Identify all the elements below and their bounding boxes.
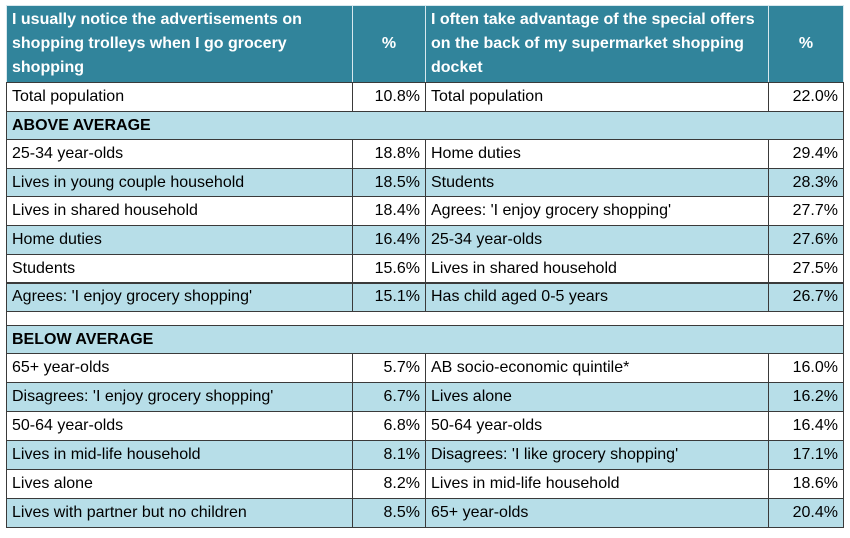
percent-cell: 6.7% — [352, 382, 426, 413]
percent-cell: 8.1% — [352, 440, 426, 471]
percent-cell: 16.0% — [768, 353, 844, 384]
label-cell: Lives in shared household — [425, 253, 769, 284]
label-cell: Lives in mid-life household — [6, 440, 353, 471]
spacer-row — [6, 311, 844, 327]
percent-cell: 18.5% — [352, 167, 426, 198]
label-cell: 25-34 year-olds — [6, 139, 353, 169]
percent-cell: 16.4% — [768, 411, 844, 442]
percent-cell: 18.6% — [768, 469, 844, 500]
label-cell: Lives alone — [6, 469, 353, 500]
percent-cell: 17.1% — [768, 440, 844, 471]
label-cell: Home duties — [425, 139, 769, 169]
header-unit: % — [352, 5, 426, 83]
label-cell: 50-64 year-olds — [425, 411, 769, 442]
header-title: I often take advantage of the special of… — [425, 5, 769, 83]
label-cell: Has child aged 0-5 years — [425, 282, 769, 313]
percent-cell: 15.1% — [352, 282, 426, 313]
percent-cell: 15.6% — [352, 253, 426, 284]
percent-cell: 26.7% — [768, 282, 844, 313]
header-unit: % — [768, 5, 844, 83]
label-cell: Agrees: 'I enjoy grocery shopping' — [425, 196, 769, 227]
percent-cell: 8.2% — [352, 469, 426, 500]
label-cell: 65+ year-olds — [6, 353, 353, 384]
header-title: I usually notice the advertisements on s… — [6, 5, 353, 83]
section-title: ABOVE AVERAGE — [6, 111, 844, 140]
percent-cell: 16.4% — [352, 225, 426, 255]
percent-cell: 29.4% — [768, 139, 844, 169]
label-cell: 65+ year-olds — [425, 498, 769, 529]
label-cell: AB socio-economic quintile* — [425, 353, 769, 384]
label-cell: 25-34 year-olds — [425, 225, 769, 255]
percent-cell: 18.4% — [352, 196, 426, 227]
percent-cell: 27.6% — [768, 225, 844, 255]
label-cell: Students — [6, 253, 353, 284]
label-cell: Lives alone — [425, 382, 769, 413]
label-cell: Disagrees: 'I like grocery shopping' — [425, 440, 769, 471]
section-title: BELOW AVERAGE — [6, 325, 844, 355]
percent-cell: 28.3% — [768, 167, 844, 198]
percent-cell: 8.5% — [352, 498, 426, 529]
percent-cell: 20.4% — [768, 498, 844, 529]
label-cell: Total population — [6, 82, 353, 112]
label-cell: Lives in shared household — [6, 196, 353, 227]
label-cell: Disagrees: 'I enjoy grocery shopping' — [6, 382, 353, 413]
label-cell: Lives in young couple household — [6, 167, 353, 198]
percent-cell: 10.8% — [352, 82, 426, 112]
label-cell: Agrees: 'I enjoy grocery shopping' — [6, 282, 353, 313]
percent-cell: 5.7% — [352, 353, 426, 384]
percent-cell: 27.5% — [768, 253, 844, 284]
label-cell: Students — [425, 167, 769, 198]
percent-cell: 27.7% — [768, 196, 844, 227]
percent-cell: 18.8% — [352, 139, 426, 169]
label-cell: Lives with partner but no children — [6, 498, 353, 529]
percent-cell: 22.0% — [768, 82, 844, 112]
label-cell: Lives in mid-life household — [425, 469, 769, 500]
percent-cell: 16.2% — [768, 382, 844, 413]
label-cell: Total population — [425, 82, 769, 112]
label-cell: 50-64 year-olds — [6, 411, 353, 442]
label-cell: Home duties — [6, 225, 353, 255]
percent-cell: 6.8% — [352, 411, 426, 442]
